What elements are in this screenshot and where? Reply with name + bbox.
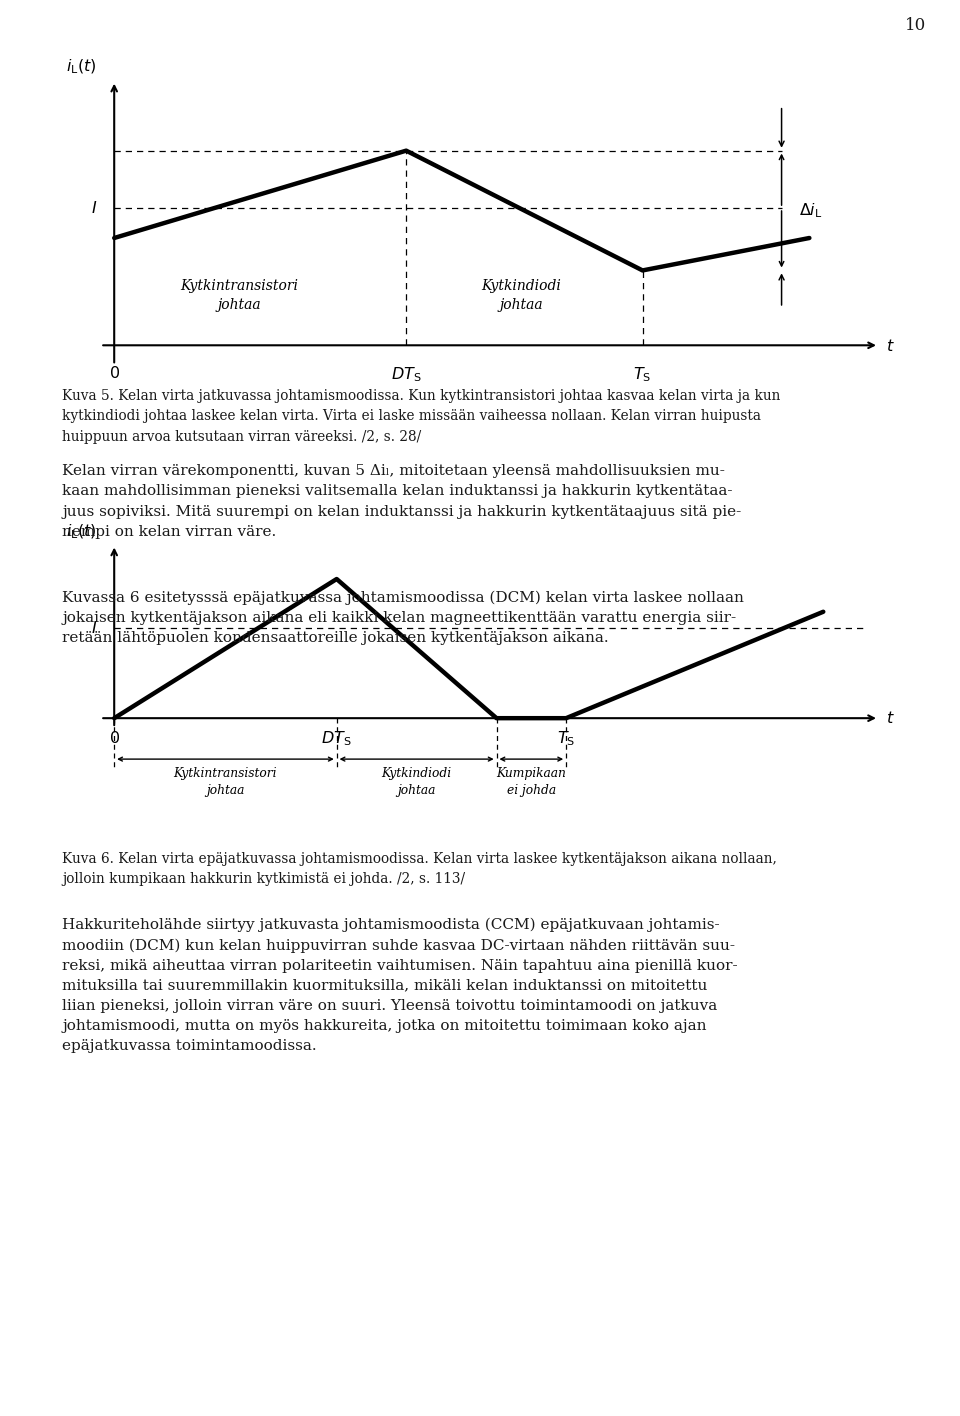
Text: $DT_\mathrm{S}$: $DT_\mathrm{S}$: [391, 365, 421, 384]
Text: $T_\mathrm{S}$: $T_\mathrm{S}$: [634, 365, 652, 384]
Text: Kytkintransistori
johtaa: Kytkintransistori johtaa: [174, 767, 277, 797]
Text: Kumpikaan
ei johda: Kumpikaan ei johda: [496, 767, 566, 797]
Text: $i_\mathrm{L}(t)$: $i_\mathrm{L}(t)$: [66, 58, 97, 76]
Text: Kytkindiodi
johtaa: Kytkindiodi johtaa: [381, 767, 451, 797]
Text: $DT_\mathrm{S}$: $DT_\mathrm{S}$: [322, 729, 352, 748]
Text: $t$: $t$: [886, 338, 895, 355]
Text: $I$: $I$: [90, 200, 97, 217]
Text: $T_\mathrm{S}$: $T_\mathrm{S}$: [557, 729, 575, 748]
Text: $i_\mathrm{L}(t)$: $i_\mathrm{L}(t)$: [66, 523, 97, 541]
Text: Kuvassa 6 esitetysssä epäjatkuvassa johtamismoodissa (DCM) kelan virta laskee no: Kuvassa 6 esitetysssä epäjatkuvassa joht…: [62, 590, 744, 644]
Text: 10: 10: [905, 17, 926, 34]
Text: Kuva 6. Kelan virta epäjatkuvassa johtamismoodissa. Kelan virta laskee kytkentäj: Kuva 6. Kelan virta epäjatkuvassa johtam…: [62, 852, 778, 886]
Text: Kuva 5. Kelan virta jatkuvassa johtamismoodissa. Kun kytkintransistori johtaa ka: Kuva 5. Kelan virta jatkuvassa johtamism…: [62, 389, 780, 443]
Text: $0$: $0$: [108, 365, 120, 382]
Text: $\Delta i_\mathrm{L}$: $\Delta i_\mathrm{L}$: [799, 201, 823, 219]
Text: Kytkindiodi
johtaa: Kytkindiodi johtaa: [481, 279, 561, 312]
Text: Kytkintransistori
johtaa: Kytkintransistori johtaa: [180, 279, 299, 312]
Text: $0$: $0$: [108, 729, 120, 746]
Text: $I$: $I$: [90, 620, 97, 637]
Text: Kelan virran värekomponentti, kuvan 5 Δiₗ, mitoitetaan yleensä mahdollisuuksien : Kelan virran värekomponentti, kuvan 5 Δi…: [62, 464, 742, 538]
Text: $t$: $t$: [886, 711, 895, 728]
Text: Hakkuriteholähde siirtyy jatkuvasta johtamismoodista (CCM) epäjatkuvaan johtamis: Hakkuriteholähde siirtyy jatkuvasta joht…: [62, 918, 738, 1054]
